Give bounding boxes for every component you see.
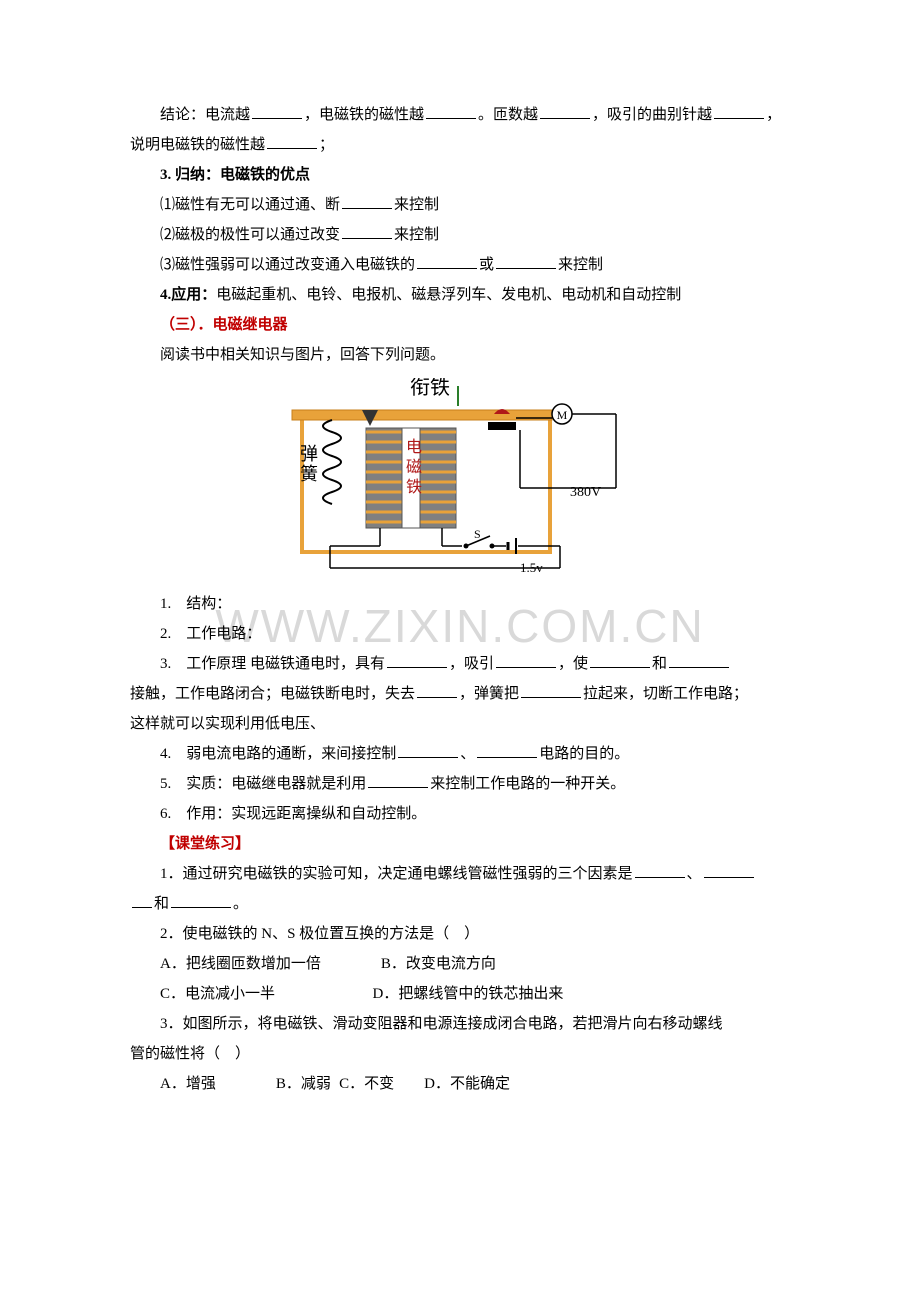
q3-opt-c: C．不变 <box>339 1069 394 1099</box>
blank <box>342 193 392 209</box>
label: 4.应用： <box>160 287 216 303</box>
text: 、 <box>460 746 475 762</box>
blank <box>669 652 729 668</box>
list-item-3: 3. 工作原理 电磁铁通电时，具有 ，吸引 ，使 和 <box>130 649 790 679</box>
q2-options-row1: A．把线圈匝数增加一倍 B．改变电流方向 <box>130 949 790 979</box>
v380-label: 380V <box>570 485 601 500</box>
em-label: 电磁铁 <box>406 438 422 496</box>
heading-application: 4.应用：电磁起重机、电铃、电报机、磁悬浮列车、发电机、电动机和自动控制 <box>130 280 790 310</box>
list-item-2: 2. 工作电路： <box>130 619 790 649</box>
text: 3. 工作原理 电磁铁通电时，具有 <box>160 656 385 672</box>
text: 来控制 <box>394 197 439 213</box>
list-item-1: 1. 结构： <box>130 589 790 619</box>
advantage-2: ⑵磁极的极性可以通过改变 来控制 <box>130 220 790 250</box>
list-item-5: 5. 实质：电磁继电器就是利用 来控制工作电路的一种开关。 <box>130 769 790 799</box>
q3-opt-d: D．不能确定 <box>424 1069 510 1099</box>
advantage-3: ⑶磁性强弱可以通过改变通入电磁铁的 或 来控制 <box>130 250 790 280</box>
q1-line2: 和。 <box>130 889 790 919</box>
q3-opt-a: A．增强 <box>160 1069 216 1099</box>
blank <box>252 103 302 119</box>
blank <box>387 652 447 668</box>
spring-label: 弹簧 <box>300 444 318 484</box>
blank <box>368 772 428 788</box>
text: 1．通过研究电磁铁的实验可知，决定通电螺线管磁性强弱的三个因素是 <box>160 866 633 882</box>
text: ， <box>766 107 781 123</box>
relay-diagram: 衔铁 M <box>130 378 790 589</box>
blank <box>267 133 317 149</box>
relay-svg: 衔铁 M <box>270 378 650 578</box>
text: ，弹簧把 <box>459 686 519 702</box>
q2-options-row2: C．电流减小一半 D．把螺线管中的铁芯抽出来 <box>130 979 790 1009</box>
conclusion-line1: 结论：电流越 ，电磁铁的磁性越 。匝数越 ，吸引的曲别针越 ， <box>130 100 790 130</box>
text: 电路的目的。 <box>539 746 629 762</box>
blank <box>704 862 754 878</box>
heading-practice: 【课堂练习】 <box>130 829 790 859</box>
text: 和 <box>652 656 667 672</box>
q3-line1: 3．如图所示，将电磁铁、滑动变阻器和电源连接成闭合电路，若把滑片向右移动螺线 <box>130 1009 790 1039</box>
list-item-4: 4. 弱电流电路的通断，来间接控制 、 电路的目的。 <box>130 739 790 769</box>
text: 。匝数越 <box>478 107 538 123</box>
q3-options: A．增强 B．减弱 C．不变 D．不能确定 <box>130 1069 790 1099</box>
text: ⑶磁性强弱可以通过改变通入电磁铁的 <box>160 257 415 273</box>
blank <box>714 103 764 119</box>
blank <box>417 253 477 269</box>
list-item-3b: 接触，工作电路闭合；电磁铁断电时，失去 ，弹簧把 拉起来，切断工作电路； <box>130 679 790 709</box>
q2-opt-b: B．改变电流方向 <box>381 949 496 979</box>
blank <box>171 892 231 908</box>
text: 4. 弱电流电路的通断，来间接控制 <box>160 746 396 762</box>
blank <box>477 742 537 758</box>
blank <box>521 682 581 698</box>
m-label: M <box>557 408 568 422</box>
v15-label: 1.5v <box>520 560 543 575</box>
q3-opt-b: B．减弱 <box>276 1069 331 1099</box>
advantage-1: ⑴磁性有无可以通过通、断 来控制 <box>130 190 790 220</box>
armature-label: 衔铁 <box>410 378 450 399</box>
q2-opt-a: A．把线圈匝数增加一倍 <box>160 949 321 979</box>
list-item-3c: 这样就可以实现利用低电压、 <box>130 709 790 739</box>
text: 来控制 <box>558 257 603 273</box>
text: 结论：电流越 <box>160 107 250 123</box>
text: 5. 实质：电磁继电器就是利用 <box>160 776 366 792</box>
blank <box>132 892 152 908</box>
text: 说明电磁铁的磁性越 <box>130 137 265 153</box>
blank <box>426 103 476 119</box>
read-instruction: 阅读书中相关知识与图片，回答下列问题。 <box>130 340 790 370</box>
conclusion-line2: 说明电磁铁的磁性越 ； <box>130 130 790 160</box>
blank <box>540 103 590 119</box>
text: 。 <box>233 896 248 912</box>
q3-line2: 管的磁性将（ ） <box>130 1039 790 1069</box>
blank <box>590 652 650 668</box>
list-item-6: 6. 作用：实现远距离操纵和自动控制。 <box>130 799 790 829</box>
q2: 2．使电磁铁的 N、S 极位置互换的方法是（ ） <box>130 919 790 949</box>
text: ； <box>319 137 334 153</box>
q2-opt-c: C．电流减小一半 <box>160 979 275 1009</box>
text: ⑵磁极的极性可以通过改变 <box>160 227 340 243</box>
text: ⑴磁性有无可以通过通、断 <box>160 197 340 213</box>
q2-opt-d: D．把螺线管中的铁芯抽出来 <box>373 979 564 1009</box>
heading-advantages: 3. 归纳：电磁铁的优点 <box>130 160 790 190</box>
s-label: S <box>474 527 481 541</box>
text: ，使 <box>558 656 588 672</box>
blank <box>342 223 392 239</box>
text: ，吸引的曲别针越 <box>592 107 712 123</box>
text: 电磁起重机、电铃、电报机、磁悬浮列车、发电机、电动机和自动控制 <box>216 287 681 303</box>
text: 接触，工作电路闭合；电磁铁断电时，失去 <box>130 686 415 702</box>
heading-relay: （三）．电磁继电器 <box>130 310 790 340</box>
text: 来控制工作电路的一种开关。 <box>430 776 625 792</box>
q1-line1: 1．通过研究电磁铁的实验可知，决定通电螺线管磁性强弱的三个因素是 、 <box>130 859 790 889</box>
text: ，电磁铁的磁性越 <box>304 107 424 123</box>
blank <box>398 742 458 758</box>
blank <box>496 652 556 668</box>
text: 、 <box>687 866 702 882</box>
text: 拉起来，切断工作电路； <box>583 686 748 702</box>
blank <box>635 862 685 878</box>
text: ，吸引 <box>449 656 494 672</box>
text: 和 <box>154 896 169 912</box>
blank <box>496 253 556 269</box>
text: 或 <box>479 257 494 273</box>
text: 来控制 <box>394 227 439 243</box>
blank <box>417 682 457 698</box>
